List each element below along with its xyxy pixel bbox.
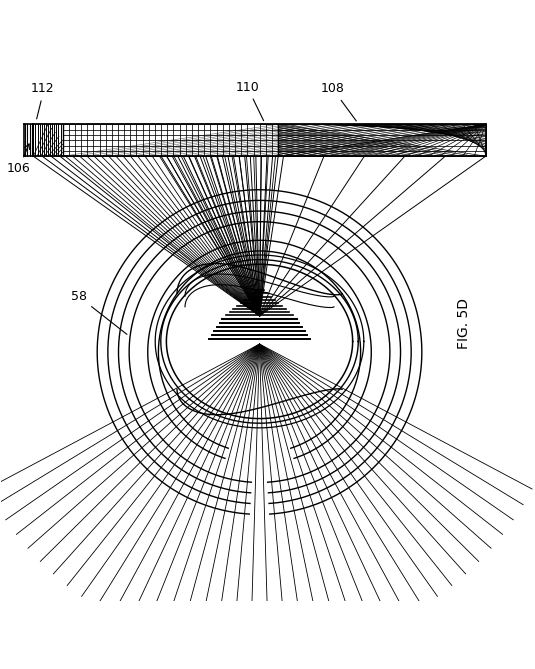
Text: 108: 108 <box>320 82 356 121</box>
Text: 110: 110 <box>235 81 264 120</box>
Text: 112: 112 <box>30 82 54 119</box>
Text: FIG. 5D: FIG. 5D <box>457 298 471 349</box>
Text: 106: 106 <box>7 144 30 175</box>
Bar <box>33 124 486 156</box>
Text: 58: 58 <box>71 290 127 334</box>
